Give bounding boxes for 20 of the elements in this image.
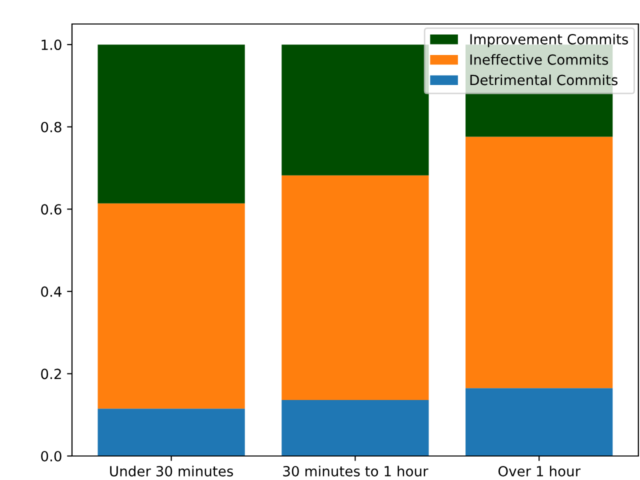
legend-label: Improvement Commits [470,34,628,48]
y-tick-label: 1.0 [42,40,62,50]
bar [98,408,245,456]
y-tick-label: 0.2 [41,368,61,380]
y-tick-label: 0.4 [41,286,62,297]
y-tick-label: 0.6 [41,204,62,215]
bar [282,44,429,176]
bar [282,175,429,400]
y-tick-label: 0.0 [41,450,62,462]
bar [98,203,245,409]
x-tick-label: Under 30 minutes [110,466,234,476]
y-tick-label: 0.8 [41,122,62,132]
legend-label: Detrimental Commits [470,74,618,86]
bar [98,44,245,204]
x-tick-label: Over 1 hour [498,466,581,476]
bar [466,136,613,388]
bar [282,400,429,456]
legend-label: Ineffective Commits [470,54,608,65]
x-tick-label: 30 minutes to 1 hour [283,466,428,476]
bar [466,388,613,456]
